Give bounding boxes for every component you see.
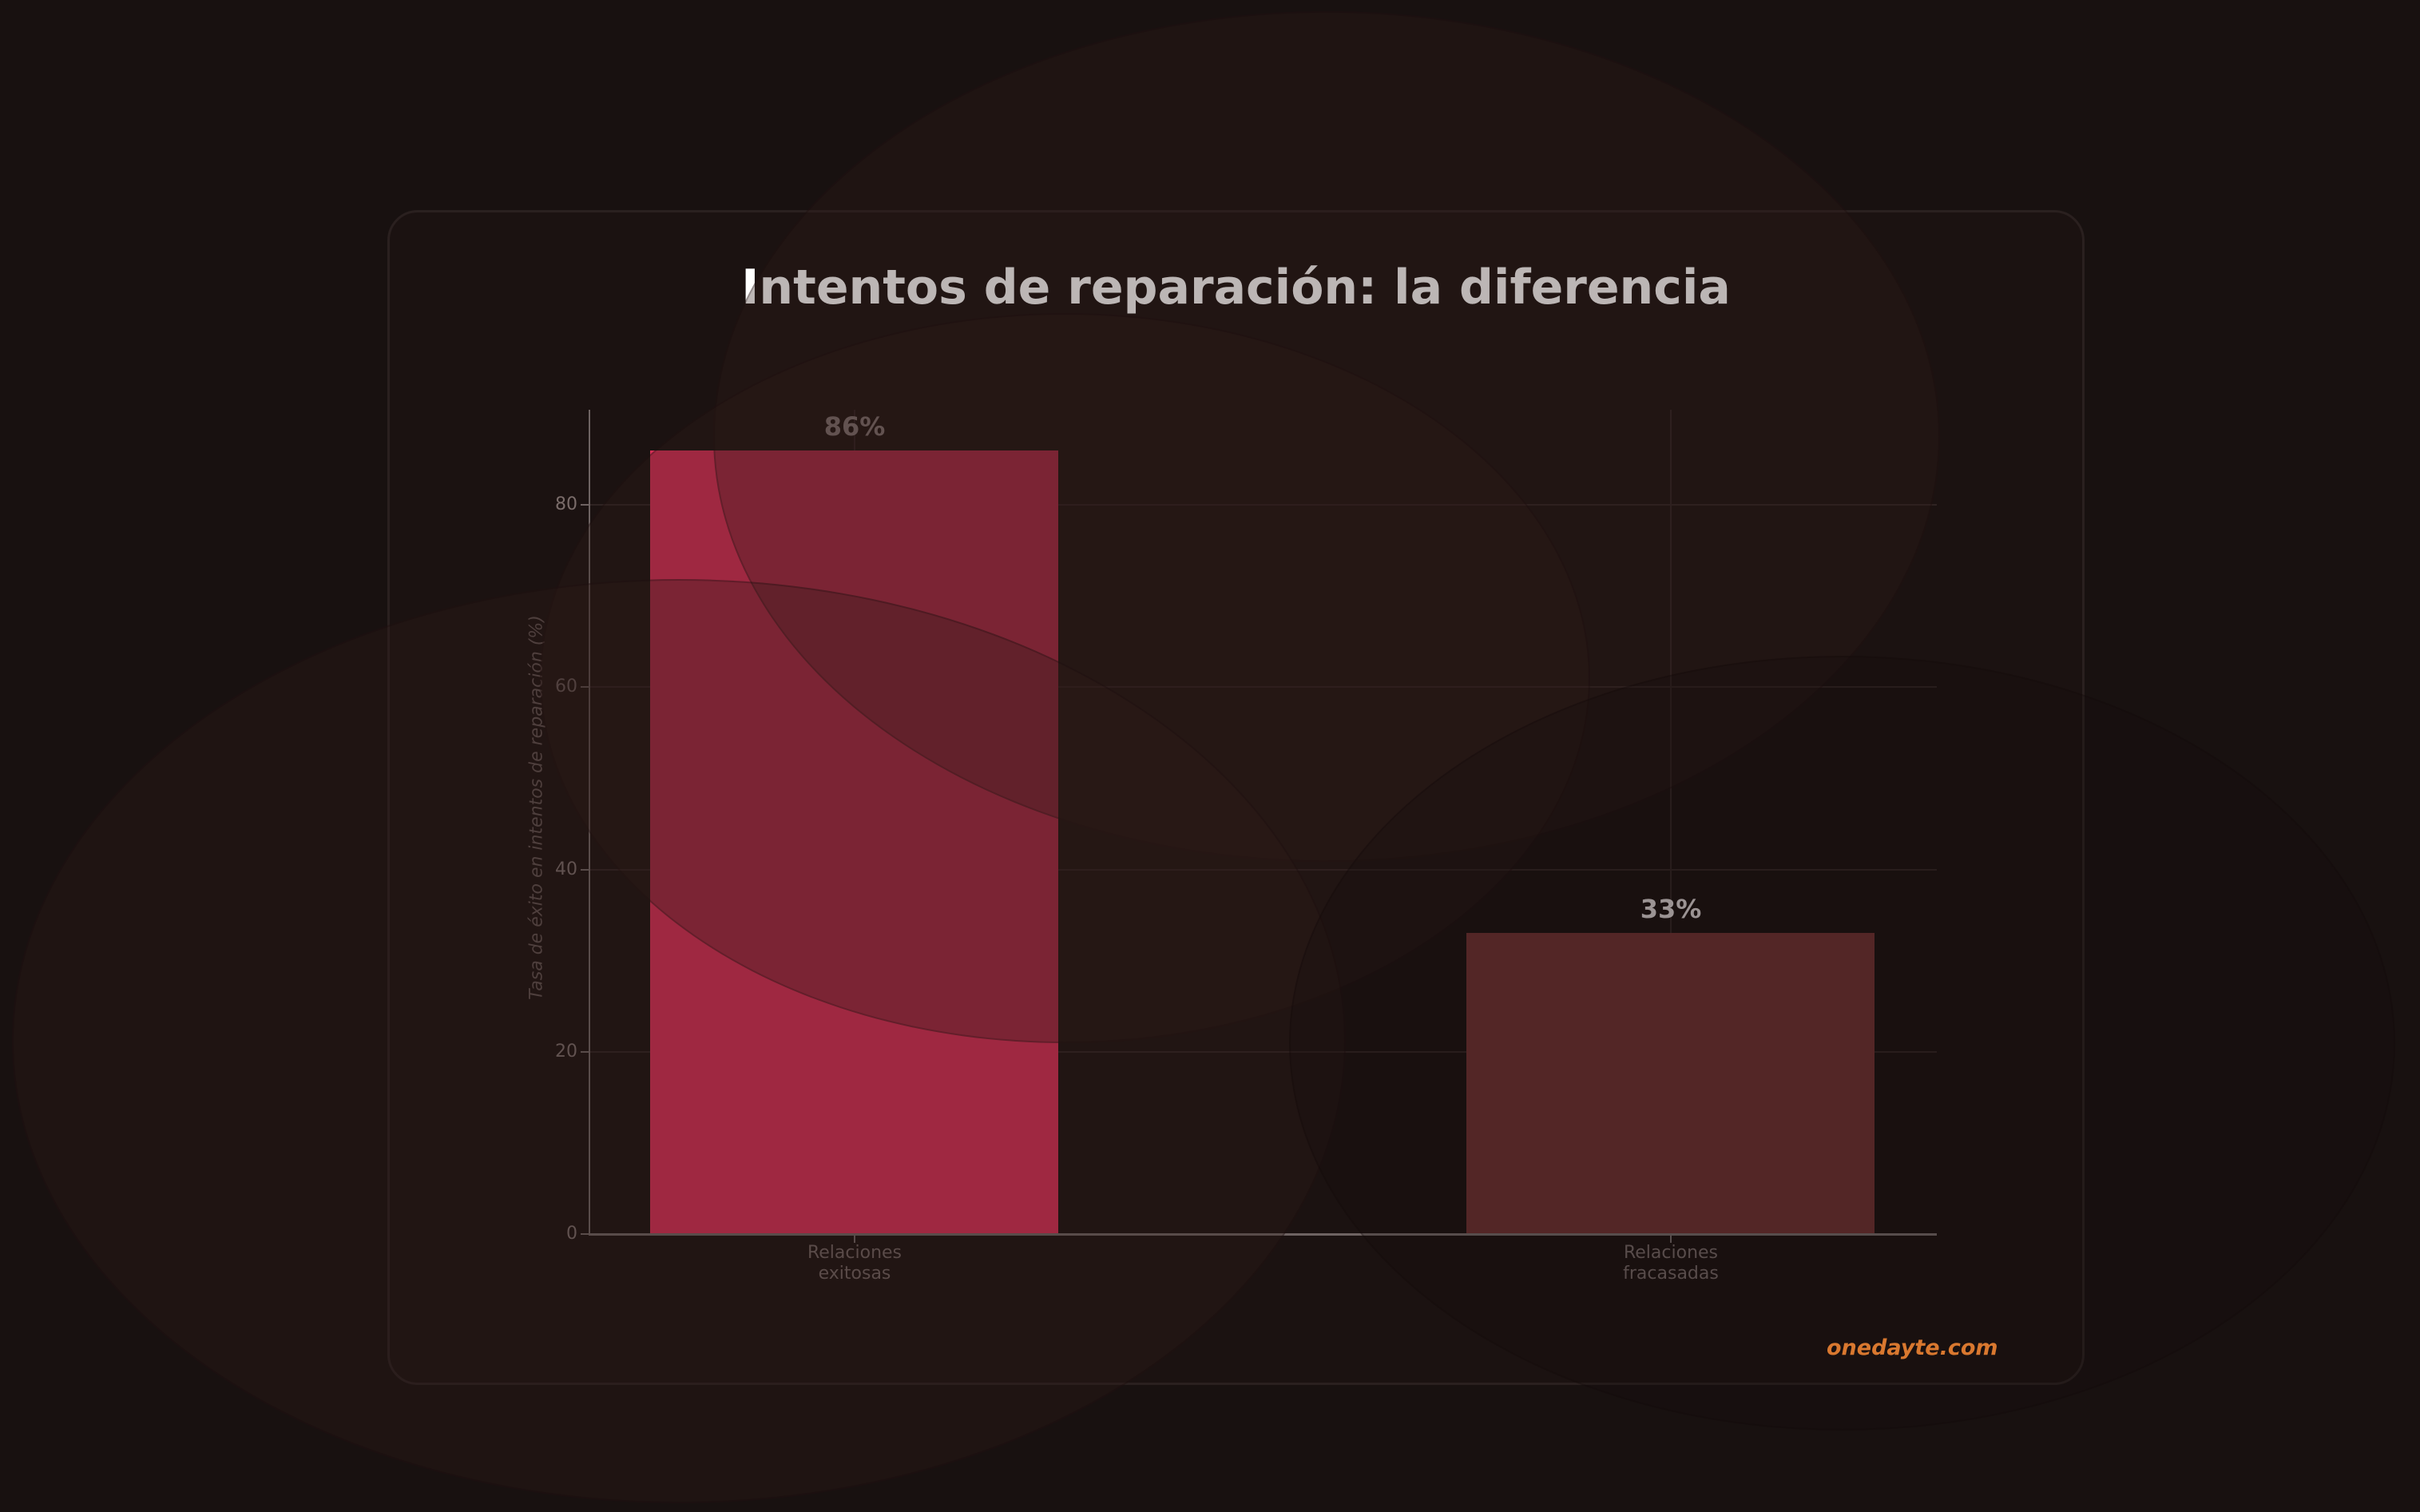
y-axis-label: Tasa de éxito en intentos de reparación … — [526, 615, 547, 1000]
x-tick — [1670, 1235, 1672, 1243]
watermark: onedayte.com — [1827, 1335, 1998, 1360]
x-axis — [589, 1233, 1937, 1236]
gridline-60 — [590, 686, 1937, 688]
y-tick — [581, 869, 589, 871]
y-tick — [581, 1233, 589, 1235]
y-tick-label: 0 — [566, 1224, 577, 1244]
y-tick-label: 80 — [555, 494, 577, 514]
bar-relaciones-exitosas — [650, 450, 1058, 1234]
y-tick-label: 60 — [555, 677, 577, 696]
bar-value-label: 86% — [823, 411, 886, 442]
gridline-80 — [590, 504, 1937, 506]
y-tick-label: 40 — [555, 859, 577, 879]
y-tick — [581, 504, 589, 506]
y-axis — [589, 410, 590, 1235]
gridline-40 — [590, 869, 1937, 871]
y-tick-label: 20 — [555, 1042, 577, 1062]
y-tick — [581, 1051, 589, 1053]
x-tick-label: Relaciones fracasadas — [1623, 1243, 1719, 1284]
bar-relaciones-fracasadas — [1466, 933, 1875, 1234]
gridline-20 — [590, 1051, 1937, 1053]
vgridline-2 — [1670, 410, 1672, 1233]
y-tick — [581, 686, 589, 688]
x-tick-label: Relaciones exitosas — [807, 1243, 903, 1284]
chart-title: Intentos de reparación: la diferencia — [741, 260, 1731, 315]
bar-value-label: 33% — [1640, 894, 1702, 924]
x-tick — [854, 1235, 855, 1243]
